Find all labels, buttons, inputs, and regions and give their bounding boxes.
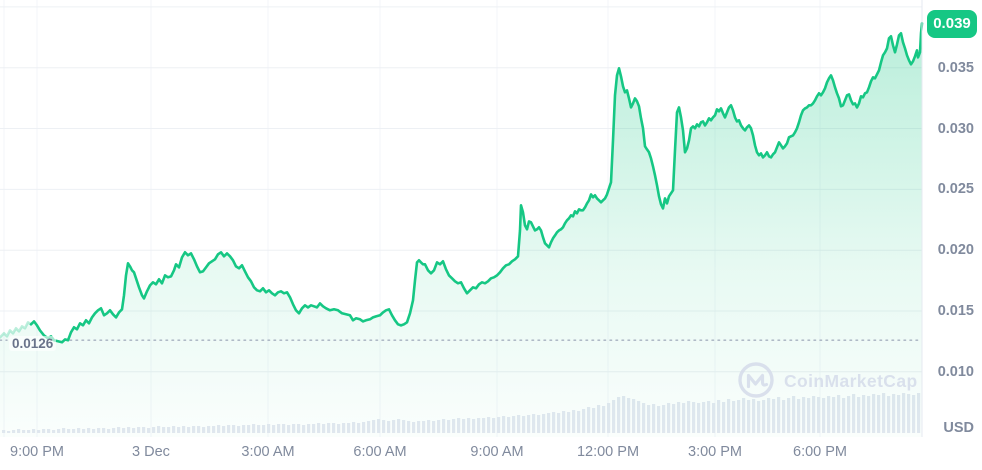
- x-axis-tick-label: 9:00 PM: [10, 444, 64, 460]
- price-line: [29, 22, 924, 344]
- price-line-faded-start: [0, 321, 33, 339]
- y-axis-tick-label: 0.035: [937, 60, 974, 76]
- y-axis-tick-label: 0.015: [937, 303, 974, 319]
- y-axis-tick-label: 0.030: [937, 121, 974, 137]
- coinmarketcap-logo-m: [746, 373, 769, 389]
- x-axis-tick-label: 3:00 AM: [241, 444, 295, 460]
- x-axis-tick-label: 3 Dec: [132, 444, 170, 460]
- y-axis-tick-label: 0.025: [937, 181, 974, 197]
- coinmarketcap-watermark: CoinMarketCap: [738, 362, 918, 398]
- watermark-text: CoinMarketCap: [784, 371, 918, 391]
- x-axis-tick-label: 6:00 AM: [353, 444, 407, 460]
- y-axis-tick-label: 0.010: [937, 364, 974, 380]
- x-axis-tick-label: 12:00 PM: [576, 444, 640, 460]
- coinmarketcap-logo-icon: [738, 362, 774, 398]
- y-axis-unit-label: USD: [943, 420, 974, 436]
- x-axis-tick-label: 6:00 PM: [793, 444, 847, 460]
- baseline-price-label: 0.0126: [9, 336, 57, 351]
- price-area-fill: [0, 23, 922, 438]
- x-axis-tick-label: 3:00 PM: [688, 444, 742, 460]
- y-axis-tick-label: 0.020: [937, 242, 974, 258]
- current-price-badge: 0.039: [927, 10, 977, 38]
- x-axis-tick-label: 9:00 AM: [470, 444, 524, 460]
